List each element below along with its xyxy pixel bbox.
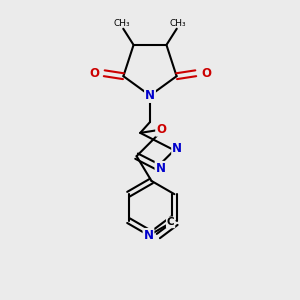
- Text: O: O: [156, 123, 166, 136]
- Text: CH₃: CH₃: [170, 19, 187, 28]
- Text: N: N: [172, 142, 182, 155]
- Text: O: O: [201, 67, 211, 80]
- Text: N: N: [155, 162, 166, 175]
- Text: O: O: [89, 67, 99, 80]
- Text: CH₃: CH₃: [113, 19, 130, 28]
- Text: N: N: [145, 89, 155, 102]
- Text: C: C: [167, 218, 174, 227]
- Text: N: N: [143, 229, 154, 242]
